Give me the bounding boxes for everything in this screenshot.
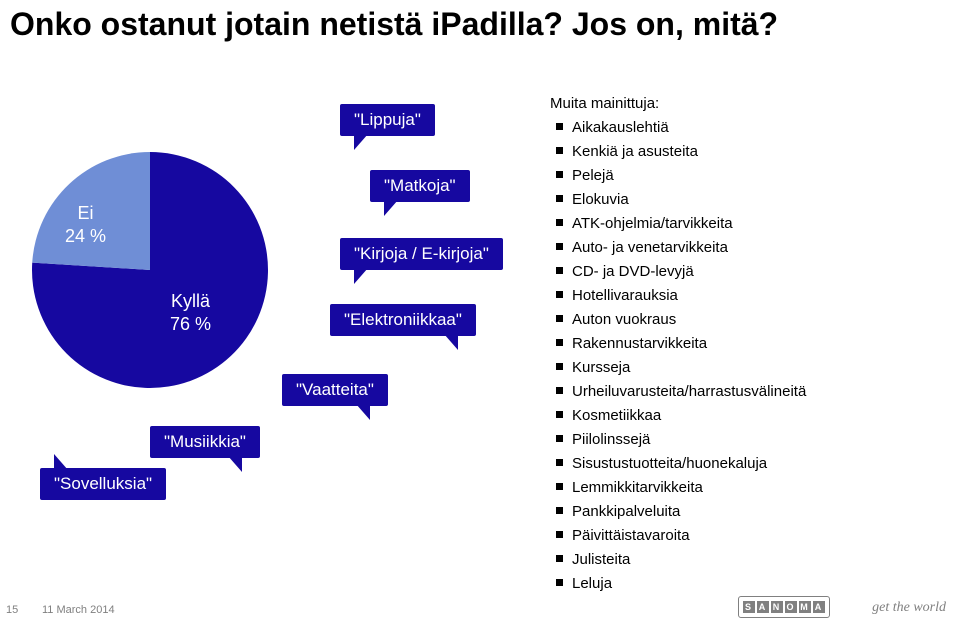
- list-item: Kenkiä ja asusteita: [550, 140, 945, 164]
- pie-chart: Kyllä76 % Ei24 %: [20, 140, 280, 400]
- list-item: Päivittäistavaroita: [550, 524, 945, 548]
- bubble-tail: [354, 268, 368, 284]
- brand-tagline: get the world: [872, 600, 946, 616]
- footer: 15 11 March 2014 SANOMA get the world: [0, 590, 960, 616]
- brand-letter: N: [771, 601, 783, 613]
- list-item: Hotellivarauksia: [550, 284, 945, 308]
- list-item: Kursseja: [550, 356, 945, 380]
- list-item: Auton vuokraus: [550, 308, 945, 332]
- pie-label-no: Ei24 %: [65, 202, 106, 247]
- brand-box: SANOMA: [738, 596, 830, 618]
- brand-letter: A: [757, 601, 769, 613]
- list-item: Julisteita: [550, 548, 945, 572]
- pie-label-yes: Kyllä76 %: [170, 290, 211, 335]
- list-item: ATK-ohjelmia/tarvikkeita: [550, 212, 945, 236]
- list-item: Urheiluvarusteita/harrastusvälineitä: [550, 380, 945, 404]
- brand-letter: S: [743, 601, 755, 613]
- list-item: Rakennustarvikkeita: [550, 332, 945, 356]
- footer-date: 11 March 2014: [42, 604, 115, 616]
- list-item: Lemmikkitarvikkeita: [550, 476, 945, 500]
- brand-logo: SANOMA: [738, 596, 830, 618]
- other-mentions-title: Muita mainittuja:: [550, 95, 945, 112]
- bubble-kirjoja: "Kirjoja / E-kirjoja": [340, 238, 503, 270]
- list-item: Auto- ja venetarvikkeita: [550, 236, 945, 260]
- bubble-tail: [384, 200, 398, 216]
- bubble-tail: [356, 404, 370, 420]
- bubble-musiikkia: "Musiikkia": [150, 426, 260, 458]
- list-item: CD- ja DVD-levyjä: [550, 260, 945, 284]
- list-item: Elokuvia: [550, 188, 945, 212]
- bubble-tail: [228, 456, 242, 472]
- bubble-tail: [54, 454, 68, 470]
- list-item: Kosmetiikkaa: [550, 404, 945, 428]
- list-item: Piilolinssejä: [550, 428, 945, 452]
- brand-letter: O: [785, 601, 797, 613]
- bubble-vaatteita: "Vaatteita": [282, 374, 388, 406]
- slide-title: Onko ostanut jotain netistä iPadilla? Jo…: [10, 6, 778, 43]
- bubble-tail: [354, 134, 368, 150]
- bubble-elektroniikkaa: "Elektroniikkaa": [330, 304, 476, 336]
- bubble-tail: [444, 334, 458, 350]
- page-number: 15: [6, 604, 18, 616]
- list-item: Pankkipalveluita: [550, 500, 945, 524]
- other-mentions-block: Muita mainittuja: AikakauslehtiäKenkiä j…: [550, 95, 945, 596]
- bubble-matkoja: "Matkoja": [370, 170, 470, 202]
- list-item: Pelejä: [550, 164, 945, 188]
- brand-letter: A: [813, 601, 825, 613]
- pie-svg: [20, 140, 280, 400]
- bubble-lippuja: "Lippuja": [340, 104, 435, 136]
- other-mentions-list: AikakauslehtiäKenkiä ja asusteitaPelejäE…: [550, 116, 945, 596]
- list-item: Aikakauslehtiä: [550, 116, 945, 140]
- bubble-sovelluksia: "Sovelluksia": [40, 468, 166, 500]
- list-item: Sisustustuotteita/huonekaluja: [550, 452, 945, 476]
- brand-letter: M: [799, 601, 811, 613]
